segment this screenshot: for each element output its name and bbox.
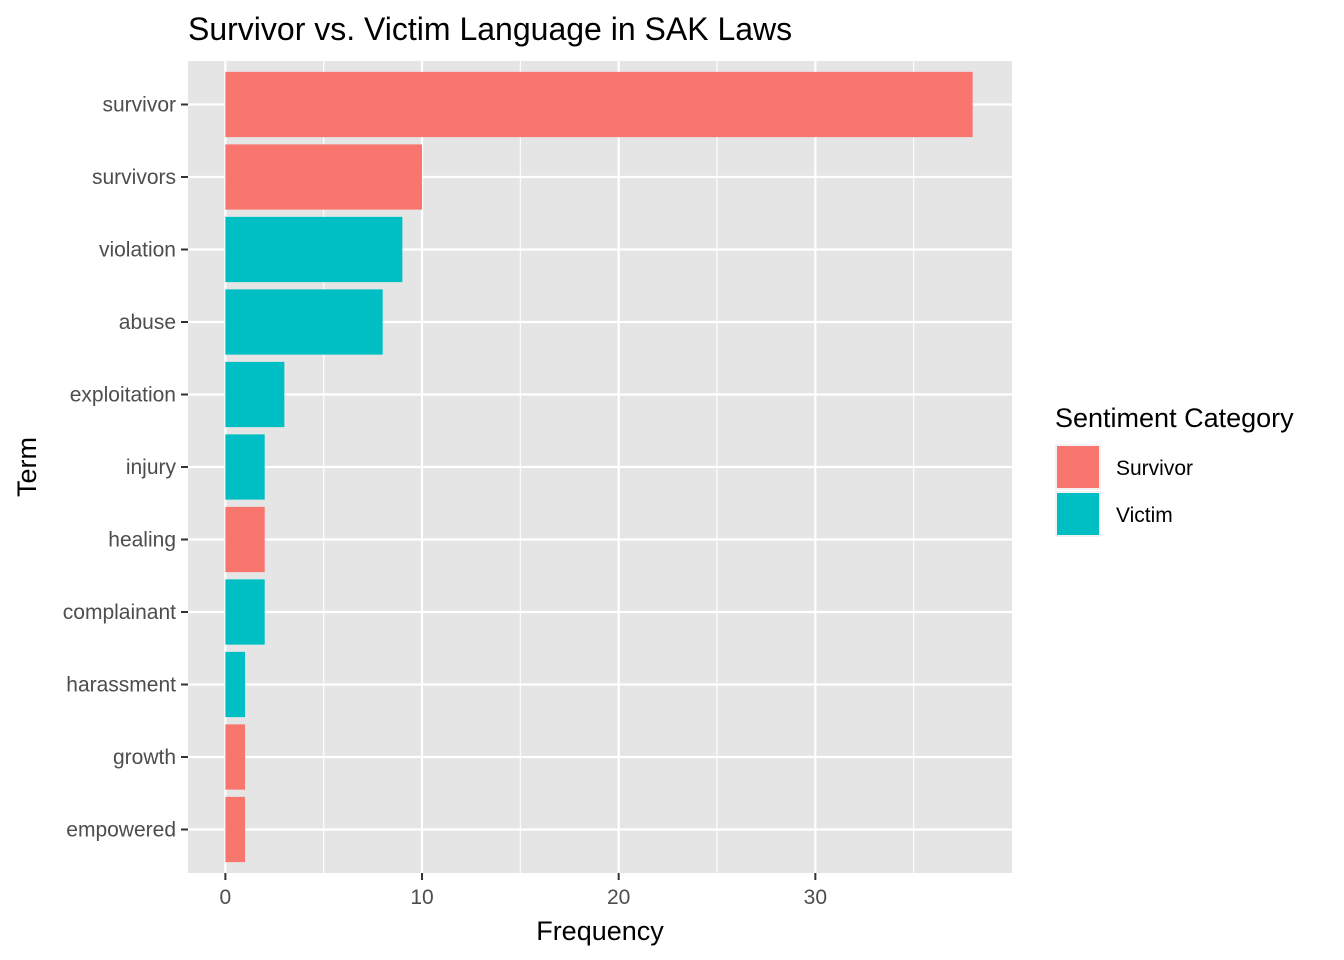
chart-title: Survivor vs. Victim Language in SAK Laws (188, 11, 792, 47)
y-tick-label: harassment (66, 674, 176, 697)
bar-violation (225, 216, 403, 283)
bar-empowered (225, 796, 246, 863)
y-tick-label: survivors (92, 166, 176, 189)
legend: Sentiment Category Survivor Victim (1055, 403, 1294, 537)
x-tick-label: 0 (220, 886, 232, 909)
bar-exploitation (225, 361, 285, 428)
x-tick-label: 10 (410, 886, 433, 909)
legend-swatch-survivor (1057, 446, 1099, 488)
x-axis-title: Frequency (536, 916, 664, 946)
y-tick-label: survivor (102, 94, 176, 117)
y-tick-label: complainant (63, 601, 176, 624)
y-tick-label: exploitation (70, 384, 176, 407)
legend-swatch-victim (1057, 493, 1099, 535)
y-tick-label: healing (108, 529, 176, 552)
bar-complainant (225, 579, 265, 645)
bars (225, 71, 973, 863)
x-tick-label: 20 (607, 886, 630, 909)
y-tick-label: injury (126, 456, 177, 479)
x-axis-ticks: 0 10 20 30 (220, 873, 827, 909)
bar-abuse (225, 289, 383, 355)
legend-label-survivor: Survivor (1116, 457, 1193, 480)
y-axis-title: Term (12, 437, 42, 497)
x-tick-label: 30 (804, 886, 827, 909)
y-axis-ticks: survivor survivors violation abuse exploitat… (63, 94, 188, 842)
bar-survivors (225, 144, 423, 210)
bar-injury (225, 434, 265, 500)
bar-healing (225, 506, 265, 573)
y-tick-label: abuse (119, 311, 176, 334)
legend-label-victim: Victim (1116, 504, 1173, 527)
bar-harassment (225, 651, 246, 718)
bar-growth (225, 724, 246, 790)
legend-title: Sentiment Category (1055, 403, 1294, 433)
legend-items: Survivor Victim (1055, 444, 1193, 537)
bar-survivor (225, 71, 973, 138)
y-tick-label: violation (99, 239, 176, 262)
y-tick-label: empowered (66, 819, 176, 842)
y-tick-label: growth (113, 746, 176, 769)
